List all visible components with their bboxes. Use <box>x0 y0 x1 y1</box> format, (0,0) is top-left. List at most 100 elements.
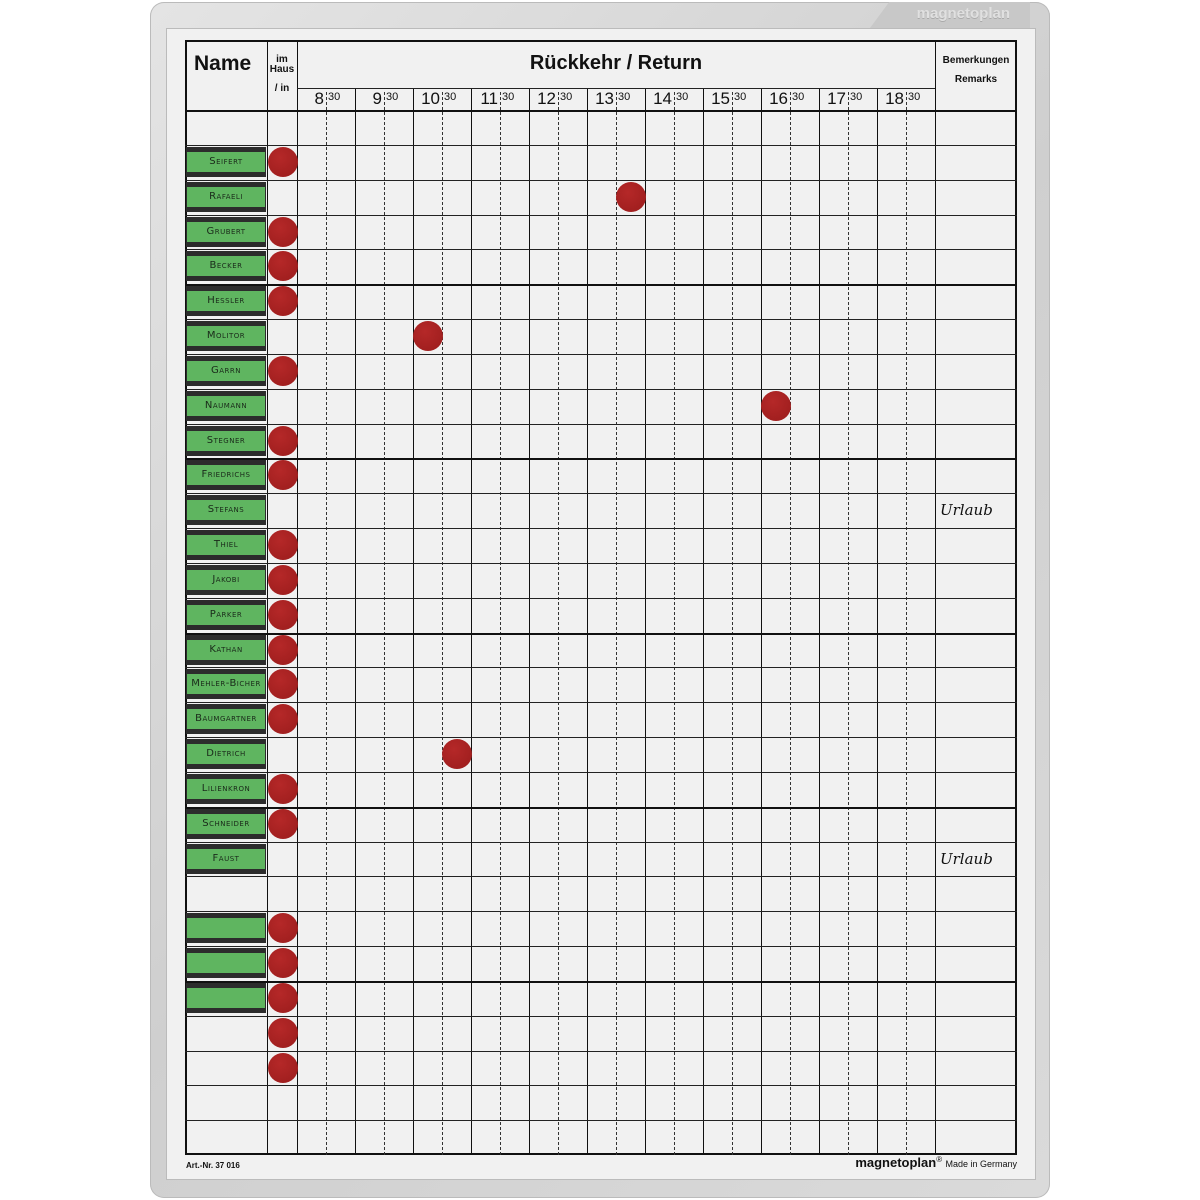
name-card-label: Mehler-Bicher <box>187 674 265 695</box>
name-card[interactable]: Molitor <box>186 321 266 351</box>
row-line <box>185 562 1017 564</box>
in-house-magnet[interactable] <box>268 146 298 177</box>
in-house-magnet[interactable] <box>268 1052 298 1083</box>
name-card[interactable]: Naumann <box>186 390 266 421</box>
hour-line <box>761 88 762 1155</box>
return-time-magnet[interactable] <box>441 739 472 769</box>
name-card[interactable]: Lilienkron <box>186 773 266 804</box>
name-card[interactable]: Becker <box>186 251 266 282</box>
name-card-label: Friedrichs <box>187 465 265 486</box>
in-house-magnet[interactable] <box>268 286 298 317</box>
hour-label: 11 <box>480 89 498 108</box>
row-line <box>185 946 1017 947</box>
name-card-label <box>187 918 265 939</box>
in-house-magnet[interactable] <box>268 808 298 839</box>
name-card[interactable]: Seifert <box>186 146 266 177</box>
in-house-magnet[interactable] <box>268 216 298 247</box>
hour-line <box>645 88 646 1155</box>
name-card[interactable] <box>186 948 266 978</box>
name-card-label: Hessler <box>187 291 265 312</box>
half-hour-label: 30 <box>850 91 863 103</box>
in-house-magnet[interactable] <box>268 669 298 700</box>
name-card-label: Thiel <box>187 535 265 555</box>
in-house-magnet[interactable] <box>268 982 298 1013</box>
row-line <box>185 144 1017 146</box>
in-house-magnet[interactable] <box>268 460 298 491</box>
hour-line <box>529 88 530 1155</box>
name-card[interactable]: Friedrichs <box>186 460 266 491</box>
row-line <box>185 667 1017 669</box>
in-house-header-1: im <box>276 54 288 65</box>
name-card[interactable]: Mehler-Bicher <box>186 669 266 700</box>
row-line <box>185 284 1017 287</box>
name-card-label: Naumann <box>187 395 265 416</box>
in-house-magnet[interactable] <box>268 530 298 560</box>
name-card[interactable]: Stefans <box>186 495 266 526</box>
hour-label: 15 <box>711 89 730 108</box>
hour-line <box>819 88 820 1155</box>
name-card[interactable]: Faust <box>186 843 266 874</box>
name-card[interactable]: Dietrich <box>186 739 266 769</box>
name-card[interactable]: Schneider <box>186 808 266 839</box>
half-hour-label: 30 <box>792 91 805 103</box>
name-card[interactable]: Hessler <box>186 286 266 317</box>
return-time-magnet[interactable] <box>760 390 791 421</box>
name-card[interactable]: Parker <box>186 599 266 630</box>
in-house-magnet[interactable] <box>268 948 298 978</box>
in-house-magnet[interactable] <box>268 1017 298 1048</box>
name-card[interactable]: Grubert <box>186 216 266 247</box>
hour-line <box>413 88 414 1155</box>
row-line <box>185 632 1017 635</box>
name-card[interactable] <box>186 913 266 944</box>
in-house-magnet[interactable] <box>268 773 298 804</box>
row-line <box>185 1050 1017 1052</box>
in-house-magnet[interactable] <box>268 599 298 630</box>
in-house-magnet[interactable] <box>268 913 298 944</box>
half-hour-label: 30 <box>734 91 747 103</box>
name-card-label: Becker <box>187 256 265 277</box>
name-card[interactable]: Jakobi <box>186 564 266 595</box>
return-time-magnet[interactable] <box>615 181 646 212</box>
name-card[interactable]: Garrn <box>186 355 266 386</box>
hour-label: 14 <box>653 89 672 108</box>
row-line <box>185 980 1017 983</box>
in-house-magnet[interactable] <box>268 355 298 386</box>
column-divider <box>935 40 936 1155</box>
in-house-magnet[interactable] <box>268 704 298 735</box>
remarks-header-2: Remarks <box>954 74 998 85</box>
in-house-magnet[interactable] <box>268 634 298 665</box>
whiteboard <box>166 28 1036 1180</box>
hour-line <box>703 88 704 1155</box>
row-line <box>185 841 1017 843</box>
in-house-magnet[interactable] <box>268 564 298 595</box>
name-card[interactable]: Stegner <box>186 425 266 456</box>
half-hour-line <box>384 92 385 1155</box>
name-card-label: Garrn <box>187 360 265 381</box>
name-card[interactable]: Baumgartner <box>186 704 266 735</box>
row-line <box>185 911 1017 913</box>
row-line <box>185 249 1017 251</box>
footer-brand: magnetoplan® Made in Germany <box>855 1155 1017 1170</box>
return-time-magnet[interactable] <box>412 321 443 351</box>
half-hour-label: 30 <box>908 91 921 103</box>
row-line <box>185 806 1017 809</box>
name-card[interactable]: Kathan <box>186 634 266 665</box>
planner-grid <box>185 40 1017 1155</box>
name-card-label: Dietrich <box>187 744 265 764</box>
name-card[interactable] <box>186 982 266 1013</box>
hour-label: 17 <box>827 89 846 108</box>
in-house-header-2: Haus <box>269 64 295 75</box>
in-house-magnet[interactable] <box>268 251 298 282</box>
half-hour-label: 30 <box>618 91 631 103</box>
half-hour-line <box>442 92 443 1155</box>
row-line <box>185 319 1017 320</box>
remarks-header-1: Bemerkungen <box>942 55 1010 66</box>
name-card-label: Jakobi <box>187 569 265 590</box>
hour-line <box>471 88 472 1155</box>
hour-label: 10 <box>421 89 440 108</box>
column-divider <box>267 40 268 1155</box>
name-card[interactable]: Thiel <box>186 530 266 560</box>
in-house-magnet[interactable] <box>268 425 298 456</box>
name-card[interactable]: Rafaeli <box>186 181 266 212</box>
name-card-label: Seifert <box>187 151 265 172</box>
